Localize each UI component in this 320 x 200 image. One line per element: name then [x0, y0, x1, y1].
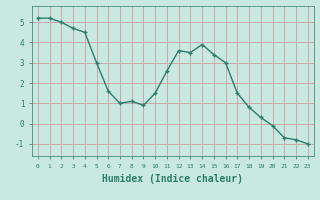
X-axis label: Humidex (Indice chaleur): Humidex (Indice chaleur) [102, 174, 243, 184]
